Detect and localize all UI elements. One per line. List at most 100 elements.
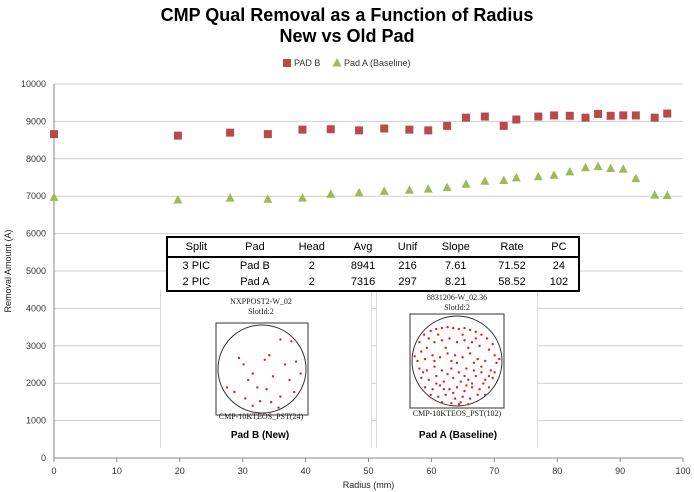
defect-point: [459, 401, 462, 404]
defect-point: [467, 346, 470, 350]
wafer-recipe-label: CMP-10KTEOS_PST(102): [413, 409, 502, 418]
data-point: [405, 125, 414, 134]
y-tick-label: 3000: [26, 341, 46, 351]
defect-point: [452, 391, 455, 395]
table-cell: 8941: [350, 260, 376, 272]
defect-point: [450, 402, 453, 405]
defect-point: [256, 386, 259, 389]
defect-point: [498, 357, 501, 361]
table-header-row: Split Pad Head Avg Unif Slope Rate PC: [167, 237, 579, 258]
defect-point: [468, 352, 472, 355]
y-axis-label: Removal Amount (A): [3, 229, 13, 312]
defect-point: [425, 369, 429, 372]
y-tick-label: 2000: [26, 378, 46, 388]
defect-point: [427, 378, 430, 381]
legend-marker: [332, 58, 342, 67]
defect-point: [446, 372, 449, 376]
table-cell: 8.21: [445, 276, 467, 288]
defect-point: [420, 350, 423, 353]
defect-point: [455, 361, 459, 365]
defect-point: [283, 363, 287, 366]
data-point: [606, 163, 616, 173]
y-tick-label: 9000: [26, 116, 46, 126]
defect-point: [290, 340, 293, 343]
defect-point: [472, 361, 476, 365]
defect-point: [450, 367, 453, 370]
data-point: [593, 161, 603, 171]
wafer-slot-label: SlotId:2: [248, 307, 274, 316]
data-point: [424, 126, 433, 135]
defect-point: [251, 372, 254, 375]
y-tick-label: 5000: [26, 266, 46, 276]
defect-point: [457, 403, 461, 406]
column-header: Avg: [338, 237, 388, 258]
defect-point: [467, 403, 470, 406]
y-tick-label: 8000: [26, 154, 46, 164]
wafer-outline: [411, 315, 503, 407]
defect-point: [440, 401, 444, 404]
data-point: [549, 170, 559, 179]
data-point: [379, 186, 389, 195]
data-point: [550, 111, 559, 120]
data-point: [225, 193, 235, 202]
defect-point: [247, 378, 250, 382]
data-point: [355, 126, 364, 135]
defect-point: [478, 344, 481, 348]
defect-point: [452, 326, 455, 330]
defect-point: [457, 371, 461, 374]
column-header: Pad: [224, 237, 286, 258]
data-point: [380, 124, 389, 133]
legend-entry: PAD B: [294, 58, 320, 68]
defect-point: [435, 374, 438, 378]
series-pad-a: [49, 161, 672, 204]
defect-point: [294, 360, 298, 363]
defect-point: [416, 359, 419, 363]
defect-point: [277, 406, 280, 409]
data-point: [404, 185, 414, 194]
defect-point: [453, 397, 457, 400]
y-tick-label: 10000: [21, 79, 46, 89]
defect-point: [440, 339, 444, 342]
data-point: [49, 192, 59, 201]
x-tick-label: 90: [615, 466, 625, 476]
x-tick-label: 50: [363, 466, 373, 476]
defect-point: [485, 337, 489, 340]
data-point: [50, 130, 58, 139]
table-cell: 102: [549, 276, 569, 288]
data-point: [631, 173, 641, 183]
defect-point: [265, 388, 268, 391]
defect-point: [484, 359, 487, 363]
wafer-caption-pad-b: Pad B (New): [230, 430, 290, 441]
x-tick-label: 10: [112, 466, 122, 476]
defect-point: [288, 378, 291, 382]
defect-point: [444, 346, 447, 350]
data-point: [565, 111, 574, 120]
data-point: [226, 128, 235, 137]
defect-point: [440, 326, 444, 330]
data-series: [49, 109, 672, 204]
column-header: PC: [539, 237, 579, 258]
data-point: [326, 125, 335, 134]
wafer-slot-label: SlotId:2: [444, 303, 470, 312]
table-cell: 297: [398, 276, 417, 288]
defect-point: [463, 339, 466, 342]
x-tick-label: 0: [51, 466, 56, 476]
defect-point: [455, 341, 459, 344]
column-header: Unif: [387, 237, 428, 258]
defect-point: [474, 330, 477, 334]
x-tick-label: 100: [675, 466, 690, 476]
defect-point: [423, 386, 427, 389]
data-point: [581, 113, 590, 122]
defect-point: [484, 378, 487, 381]
data-point: [499, 175, 509, 184]
defect-point: [438, 384, 442, 387]
table-cell: 2: [308, 260, 315, 272]
wafer-map-pad-b: NXPPOST2-W_02 SlotId:2 CMP-10KTEOS_PST(2…: [215, 297, 309, 421]
defect-point: [279, 395, 282, 398]
data-point: [594, 109, 603, 118]
defect-point: [491, 342, 494, 346]
table-cell: 2: [308, 276, 315, 288]
y-tick-label: 1000: [26, 416, 46, 426]
defect-point: [470, 386, 474, 389]
data-point: [297, 193, 307, 202]
